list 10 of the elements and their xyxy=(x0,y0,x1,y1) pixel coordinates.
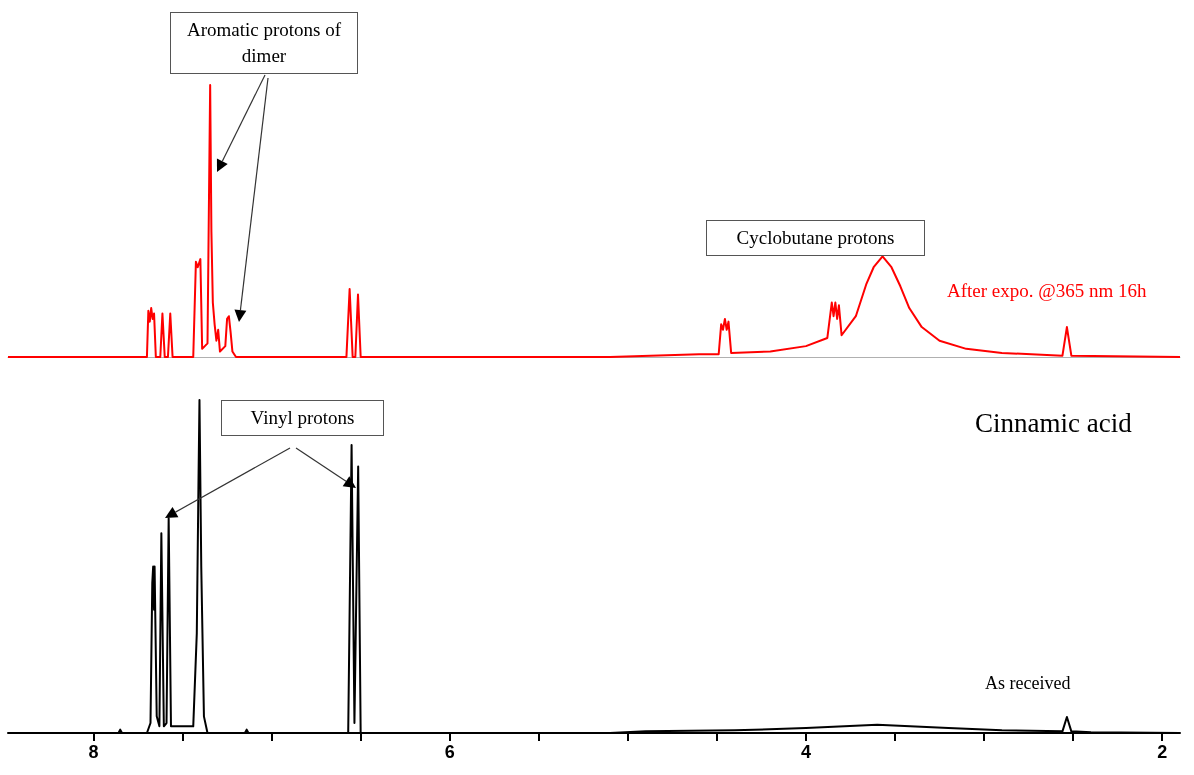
series-label: After expo. @365 nm 16h xyxy=(947,280,1147,302)
x-tick-label: 6 xyxy=(444,742,455,762)
annotation: Cinnamic acid xyxy=(975,408,1132,439)
text-box: Aromatic protons of dimer xyxy=(170,12,358,74)
text-box: Cyclobutane protons xyxy=(706,220,925,256)
x-tick-label: 4 xyxy=(800,742,811,762)
series-label: As received xyxy=(985,673,1071,694)
x-tick-label: 8 xyxy=(88,742,99,762)
text-box: Vinyl protons xyxy=(221,400,384,436)
x-tick-label: 2 xyxy=(1157,742,1168,762)
